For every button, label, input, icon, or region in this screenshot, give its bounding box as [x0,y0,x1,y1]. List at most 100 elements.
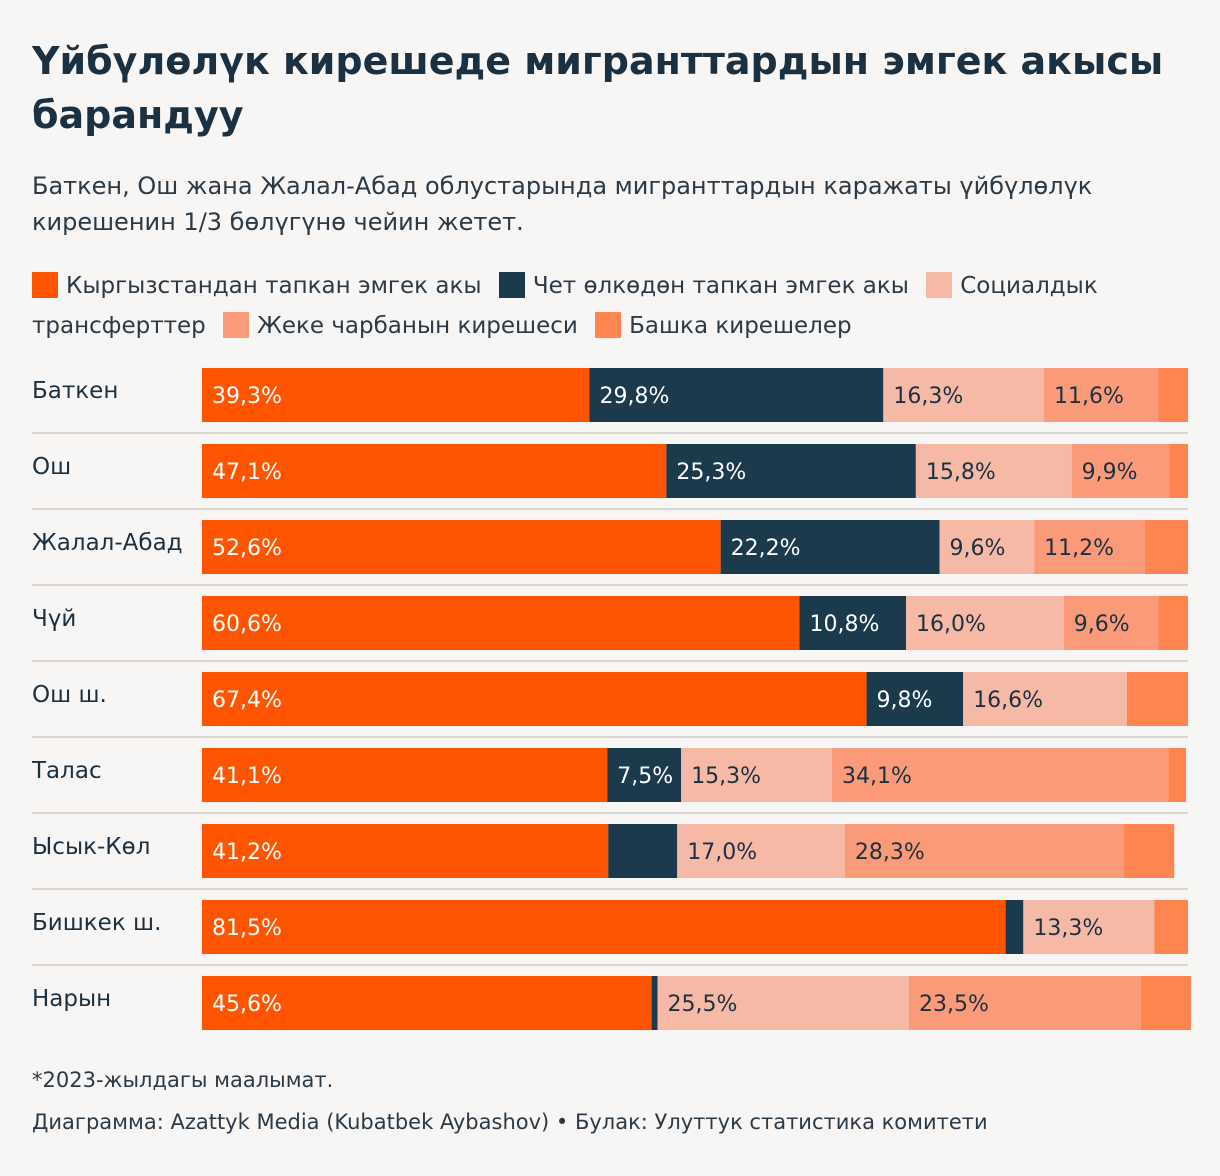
legend-item-other-income: Башка кирешелер [595,312,852,339]
value-label: 10,8% [810,612,880,637]
bar-segment [1034,520,1145,574]
value-label: 52,6% [212,536,282,561]
value-label: 17,0% [687,840,757,865]
category-label: Ош [32,454,71,480]
value-label: 34,1% [842,764,912,789]
bar-segment [202,520,721,574]
value-label: 67,4% [212,688,282,713]
bar-segment [799,596,907,650]
value-label: 9,6% [950,536,1006,561]
value-label: 15,8% [926,460,996,485]
bar-segment [883,368,1045,422]
legend-swatch [223,312,250,338]
bar-segment [657,976,909,1030]
bar-segment [1044,368,1159,422]
value-label: 29,8% [600,384,670,409]
value-label: 13,3% [1033,916,1103,941]
legend-label: Башка кирешелер [629,313,852,339]
value-label: 7,5% [617,764,673,789]
value-label: 41,1% [212,764,282,789]
category-label: Ош ш. [32,682,107,708]
value-label: 25,5% [668,992,738,1017]
bar-segment [866,672,964,726]
value-label: 11,2% [1044,536,1114,561]
legend-swatch [595,312,622,338]
value-label: 16,0% [916,612,986,637]
value-label: 60,6% [212,612,282,637]
footnote: *2023-жылдагы маалымат. [32,1068,334,1092]
bar-segment [1023,900,1155,954]
value-label: 25,3% [676,460,746,485]
value-label: 81,5% [212,916,282,941]
category-label: Ысык-Көл [32,834,150,860]
category-label: Талас [31,758,102,784]
bar-segment [844,824,1124,878]
legend-swatch [32,272,58,298]
legend-item-household-income: Жеке чарбанын кирешеси [223,312,578,339]
bar-segment [963,672,1127,726]
bar-segment [202,976,652,1030]
bar-segment [202,748,608,802]
bar-segment [1144,520,1188,574]
legend-item-domestic-wages: Кыргызстандан тапкан эмгек акы [32,272,482,299]
bar-segment [915,444,1072,498]
bar-segment [681,748,833,802]
bar-segment [832,748,1169,802]
bar-segment [202,824,609,878]
bar-segment [1154,900,1188,954]
value-label: 41,2% [212,840,282,865]
legend-item-social-transfers: Социалдык трансферттер [32,272,1098,339]
chart-subtitle: Баткен, Ош жана Жалал-Абад облустарында … [32,172,1093,236]
bar-segment [1158,368,1188,422]
value-label: 11,6% [1054,384,1124,409]
bar-segment [202,672,867,726]
category-label: Нарын [32,986,111,1012]
category-label: Жалал-Абад [32,530,183,556]
bar-segment [720,520,940,574]
bar-segment [677,824,845,878]
bar-segment [1063,596,1159,650]
category-label: Чүй [32,606,76,632]
value-label: 22,2% [731,536,801,561]
chart-title: Үйбүлөлүк кирешеде мигранттардын эмгек а… [32,39,1164,137]
bar-segment [1158,596,1188,650]
bar-segment [666,444,916,498]
bar-segment [608,824,678,878]
bar-segment [1005,900,1024,954]
legend-label: Чет өлкөдөн тапкан эмгек акы [532,273,909,299]
bar-segment [1169,444,1188,498]
bar-segment [1126,672,1188,726]
bar-segment [589,368,884,422]
legend-swatch [926,272,953,298]
value-label: 9,9% [1082,460,1138,485]
legend-label: Жеке чарбанын кирешеси [257,313,578,339]
bar-segment [1071,444,1170,498]
stacked-bar-chart: Баткен 39,3% 29,8% 16,3% 11,6% Ош 47,1% 25,3% 15… [31,368,1191,1030]
bar-segment [202,368,590,422]
legend-label: Социалдык трансферттер [32,273,1098,339]
category-label: Бишкек ш. [32,910,161,936]
bar-segment [651,976,658,1030]
value-label: 28,3% [855,840,925,865]
value-label: 45,6% [212,992,282,1017]
category-label: Баткен [32,378,118,404]
value-label: 9,6% [1074,612,1130,637]
bar-segment [202,900,1006,954]
value-label: 23,5% [919,992,989,1017]
bar-segment [906,596,1064,650]
value-label: 16,6% [973,688,1043,713]
value-label: 39,3% [212,384,282,409]
bar-segment [939,520,1035,574]
legend-label: Кыргызстандан тапкан эмгек акы [66,273,482,299]
bar-segment [1140,976,1191,1030]
value-label: 15,3% [691,764,761,789]
source-credits: Диаграмма: Azattyk Media (Kubatbek Aybas… [32,1110,988,1134]
value-label: 16,3% [893,384,963,409]
legend: Кыргызстандан тапкан эмгек акы Чет өлкөд… [32,266,1192,346]
legend-swatch [498,272,525,298]
legend-item-foreign-wages: Чет өлкөдөн тапкан эмгек акы [498,272,909,299]
bar-segment [1123,824,1175,878]
bar-segment [1168,748,1187,802]
bar-segment [202,444,667,498]
value-label: 47,1% [212,460,282,485]
